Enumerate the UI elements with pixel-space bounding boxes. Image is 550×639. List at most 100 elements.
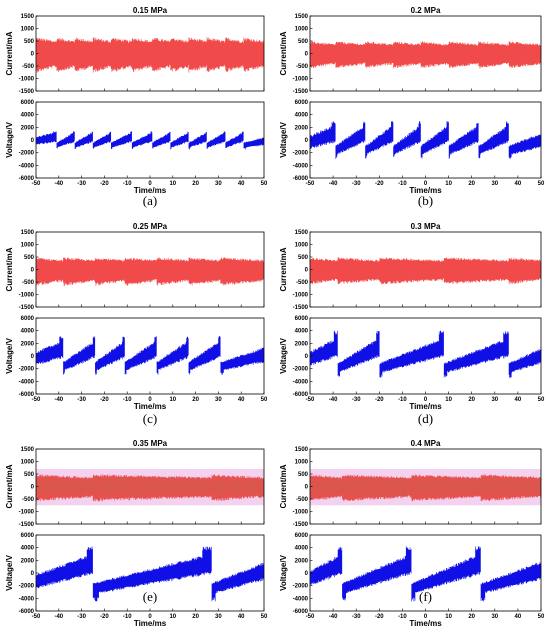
xtick-label: -10	[123, 181, 132, 187]
panel-title: 0.3 MPa	[411, 222, 441, 231]
xtick-label: 40	[238, 614, 245, 620]
panel-c: 0.25 MPa-1500-1000-500050010001500Curren…	[5, 222, 268, 426]
xtick-label: 30	[215, 614, 222, 620]
current-ylabel: Current/mA	[5, 464, 14, 508]
voltage-ytick-label: -4000	[293, 163, 309, 169]
voltage-series	[36, 336, 264, 375]
current-ytick-label: -1500	[19, 89, 35, 95]
xtick-label: 0	[424, 397, 428, 403]
current-ytick-label: 1000	[295, 243, 309, 249]
current-ytick-label: 500	[24, 255, 35, 261]
xtick-label: 20	[192, 614, 199, 620]
voltage-ytick-label: -6000	[293, 176, 309, 182]
current-ytick-label: 1500	[295, 447, 309, 453]
xtick-label: -30	[352, 397, 361, 403]
voltage-ytick-label: -4000	[19, 163, 35, 169]
xtick-label: -20	[375, 397, 384, 403]
panel-a: 0.15 MPa-1500-1000-500050010001500Curren…	[5, 6, 268, 208]
xtick-label: -50	[32, 614, 41, 620]
panel-letter: (a)	[143, 193, 157, 208]
xlabel: Time/ms	[409, 402, 442, 411]
voltage-ytick-label: 2000	[21, 341, 35, 347]
current-ytick-label: 1000	[21, 460, 35, 466]
voltage-ytick-label: 0	[305, 138, 309, 144]
voltage-ytick-label: 4000	[21, 329, 35, 335]
voltage-ytick-label: 4000	[295, 113, 309, 119]
voltage-series	[310, 121, 542, 159]
current-ytick-label: -1500	[19, 522, 35, 528]
current-ylabel: Current/mA	[5, 247, 14, 291]
panel-f: 0.4 MPa-1500-1000-500050010001500Current…	[279, 439, 545, 628]
voltage-ytick-label: 6000	[21, 533, 35, 539]
current-ytick-label: -1000	[19, 293, 35, 299]
current-series	[310, 41, 542, 69]
xtick-label: -50	[32, 397, 41, 403]
current-ytick-label: 1000	[295, 460, 309, 466]
current-ytick-label: -500	[296, 64, 309, 70]
xtick-label: -10	[398, 614, 407, 620]
current-ytick-label: 500	[298, 472, 309, 478]
xtick-label: 20	[468, 181, 475, 187]
voltage-ytick-label: -6000	[293, 392, 309, 398]
current-ytick-label: 500	[298, 39, 309, 45]
current-ytick-label: -1000	[293, 77, 309, 83]
xtick-label: 0	[148, 181, 152, 187]
panel-letter: (c)	[143, 411, 157, 426]
voltage-ytick-label: -6000	[19, 392, 35, 398]
current-ytick-label: -1500	[293, 305, 309, 311]
voltage-ytick-label: -6000	[19, 176, 35, 182]
current-ytick-label: 1500	[21, 447, 35, 453]
xtick-label: 40	[515, 181, 522, 187]
xtick-label: 0	[148, 614, 152, 620]
xtick-label: -40	[329, 397, 338, 403]
voltage-ytick-label: 0	[31, 138, 35, 144]
voltage-ytick-label: -4000	[19, 379, 35, 385]
current-ytick-label: 1000	[21, 27, 35, 33]
xtick-label: -20	[100, 614, 109, 620]
current-ytick-label: 500	[298, 255, 309, 261]
voltage-ylabel: Voltage/V	[5, 121, 14, 158]
xtick-label: -20	[100, 181, 109, 187]
current-ytick-label: 0	[31, 52, 35, 58]
current-ytick-label: -500	[22, 64, 35, 70]
panel-letter: (f)	[419, 589, 432, 604]
current-ytick-label: 1000	[295, 27, 309, 33]
xtick-label: -40	[329, 614, 338, 620]
xtick-label: 0	[148, 397, 152, 403]
voltage-ytick-label: -4000	[293, 596, 309, 602]
current-ytick-label: 1000	[21, 243, 35, 249]
xtick-label: 10	[445, 614, 452, 620]
panel-title: 0.35 MPa	[133, 439, 168, 448]
xtick-label: 50	[261, 397, 268, 403]
voltage-ytick-label: 2000	[21, 125, 35, 131]
voltage-ytick-label: 0	[305, 571, 309, 577]
current-ytick-label: 0	[305, 268, 309, 274]
xtick-label: -10	[398, 181, 407, 187]
voltage-ytick-label: 2000	[295, 341, 309, 347]
current-ytick-label: -500	[296, 497, 309, 503]
voltage-ytick-label: 4000	[295, 546, 309, 552]
voltage-ytick-label: -2000	[19, 584, 35, 590]
xtick-label: -30	[77, 397, 86, 403]
voltage-ylabel: Voltage/V	[279, 554, 288, 591]
current-ytick-label: -1500	[19, 305, 35, 311]
current-ytick-label: -1000	[293, 293, 309, 299]
xtick-label: 10	[169, 397, 176, 403]
voltage-series	[310, 546, 542, 602]
xtick-label: 30	[491, 397, 498, 403]
panel-title: 0.25 MPa	[133, 222, 168, 231]
xtick-label: -20	[375, 614, 384, 620]
current-ytick-label: -1000	[19, 77, 35, 83]
voltage-ylabel: Voltage/V	[279, 337, 288, 374]
current-ytick-label: 1500	[295, 14, 309, 20]
panel-title: 0.2 MPa	[411, 6, 441, 15]
xtick-label: -20	[375, 181, 384, 187]
xtick-label: 0	[424, 181, 428, 187]
xtick-label: 50	[261, 181, 268, 187]
voltage-ytick-label: 6000	[295, 100, 309, 106]
voltage-ytick-label: 0	[31, 354, 35, 360]
xtick-label: 30	[215, 397, 222, 403]
panel-letter: (b)	[418, 193, 433, 208]
xtick-label: 50	[538, 181, 545, 187]
